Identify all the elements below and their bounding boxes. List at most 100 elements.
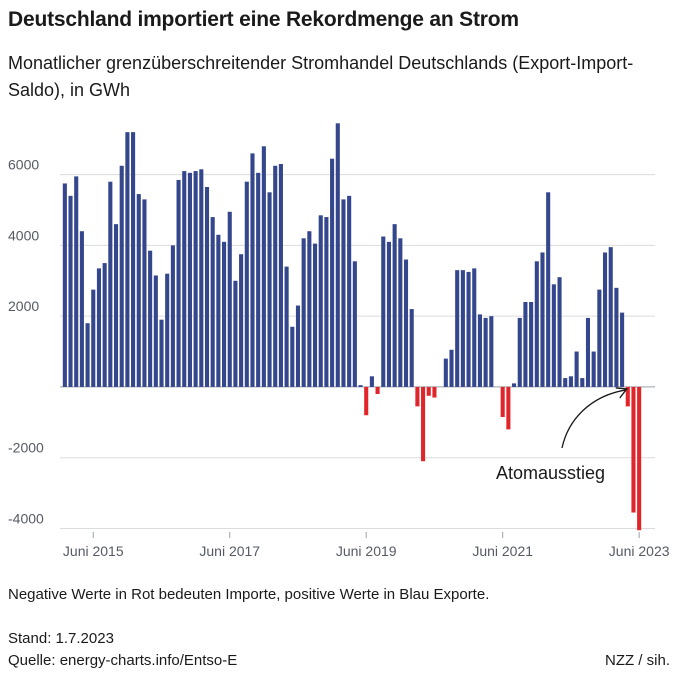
bar-2016-06 xyxy=(159,319,164,387)
x-tick-label: Juni 2021 xyxy=(472,543,533,559)
x-tick-label: Juni 2017 xyxy=(199,543,260,559)
bar-2015-02 xyxy=(68,195,73,387)
bar-2018-04 xyxy=(284,266,289,387)
bar-2016-10 xyxy=(182,171,187,387)
bar-2020-05 xyxy=(426,386,431,396)
bar-2022-09 xyxy=(585,317,591,387)
bar-2023-01 xyxy=(608,247,613,387)
bar-2017-10 xyxy=(250,153,255,387)
bar-2017-03 xyxy=(210,217,215,387)
bar-2017-05 xyxy=(222,241,227,387)
bar-2022-05 xyxy=(563,378,568,387)
bar-2022-10 xyxy=(591,351,596,387)
bar-2021-11 xyxy=(529,302,534,387)
bar-2017-09 xyxy=(244,181,249,387)
bar-2018-01 xyxy=(267,192,272,387)
bar-2023-04 xyxy=(625,386,630,407)
bar-2020-01 xyxy=(403,259,409,387)
bar-2023-02 xyxy=(614,287,619,387)
bar-series xyxy=(62,123,642,531)
chart-subtitle: Monatlicher grenzüberschreitender Stromh… xyxy=(8,53,634,100)
bar-2021-07 xyxy=(506,386,511,430)
bar-2016-09 xyxy=(176,179,181,387)
bar-2020-10 xyxy=(455,270,460,387)
bar-2020-09 xyxy=(449,349,454,387)
bar-2020-12 xyxy=(466,271,471,387)
bar-2021-03 xyxy=(483,317,488,387)
bar-2016-05 xyxy=(153,275,158,387)
bar-2015-08 xyxy=(102,263,107,387)
bar-2019-09 xyxy=(381,236,386,387)
bar-2022-03 xyxy=(551,284,556,387)
bar-2017-12 xyxy=(261,146,266,387)
bar-2019-10 xyxy=(386,241,391,387)
x-tick-label: Juni 2015 xyxy=(63,543,124,559)
bar-2016-03 xyxy=(142,199,147,387)
bar-2020-08 xyxy=(443,358,448,387)
bar-2016-04 xyxy=(148,250,153,387)
bar-2016-02 xyxy=(136,194,141,387)
bar-2018-05 xyxy=(290,326,295,387)
y-tick-label: -4000 xyxy=(8,510,44,526)
bar-2020-06 xyxy=(432,386,437,398)
bar-2019-12 xyxy=(398,238,403,387)
bar-2020-04 xyxy=(421,386,426,462)
x-tick-label: Juni 2023 xyxy=(609,543,670,559)
bar-2021-06 xyxy=(500,386,505,417)
bar-2019-01 xyxy=(335,123,340,387)
bar-2018-03 xyxy=(278,164,283,387)
bar-2022-12 xyxy=(602,252,608,387)
bar-2022-06 xyxy=(568,376,573,387)
bar-2018-02 xyxy=(273,165,278,387)
bar-2023-05 xyxy=(631,386,636,513)
bar-2015-03 xyxy=(74,176,79,387)
chart-title: Deutschland importiert eine Rekordmenge … xyxy=(8,8,519,31)
bar-2016-12 xyxy=(193,171,198,387)
bar-2022-11 xyxy=(597,289,602,387)
bar-2019-06 xyxy=(364,386,369,416)
bar-2020-02 xyxy=(409,309,414,387)
annotations: Atomausstieg xyxy=(496,387,629,483)
bar-2021-09 xyxy=(517,317,522,387)
bar-2023-06 xyxy=(637,386,642,531)
bar-2021-08 xyxy=(512,383,517,387)
bar-2018-09 xyxy=(312,243,318,387)
bar-2017-02 xyxy=(204,187,210,387)
gridlines xyxy=(60,174,655,529)
bar-2015-12 xyxy=(125,132,130,387)
bar-2021-01 xyxy=(472,268,477,387)
x-tick-label: Juni 2019 xyxy=(336,543,397,559)
bar-2021-12 xyxy=(534,261,539,387)
bar-2016-08 xyxy=(170,245,175,387)
y-tick-label: 2000 xyxy=(8,298,39,314)
bar-2019-03 xyxy=(347,195,352,387)
bar-2020-11 xyxy=(460,270,465,387)
bar-2019-05 xyxy=(358,385,363,387)
x-axis: Juni 2015 Juni 2017 Juni 2019 Juni 2021 Juni… xyxy=(63,532,670,559)
bar-2017-07 xyxy=(233,280,238,387)
bar-2015-04 xyxy=(79,231,84,387)
bar-2016-11 xyxy=(187,172,192,387)
bar-2015-11 xyxy=(119,165,124,387)
bar-2015-10 xyxy=(113,224,119,387)
annotation-arrowhead xyxy=(615,387,629,399)
y-axis: -4000 -2000 2000 4000 6000 xyxy=(8,157,44,527)
bar-2018-08 xyxy=(307,231,312,387)
bar-2022-07 xyxy=(574,351,579,387)
bar-2020-03 xyxy=(415,386,420,407)
annotation-arrow xyxy=(561,389,626,449)
bar-2022-01 xyxy=(540,252,545,387)
bar-2018-06 xyxy=(295,305,301,387)
bar-2022-02 xyxy=(546,192,551,387)
bar-2015-06 xyxy=(91,289,96,387)
bar-2017-06 xyxy=(227,211,232,387)
bar-2019-07 xyxy=(369,376,374,387)
bar-2015-05 xyxy=(85,323,90,387)
y-tick-label: -2000 xyxy=(8,440,44,456)
y-tick-label: 6000 xyxy=(8,157,39,173)
bar-2017-01 xyxy=(199,169,204,387)
color-note: Negative Werte in Rot bedeuten Importe, … xyxy=(8,586,490,603)
bar-2018-07 xyxy=(301,238,306,387)
bar-2017-04 xyxy=(216,234,221,387)
